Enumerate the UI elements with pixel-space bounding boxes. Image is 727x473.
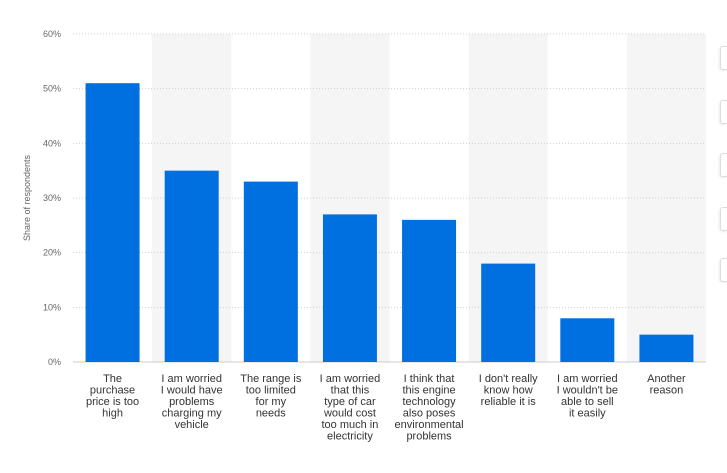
side-tool-tab[interactable] [720, 46, 727, 70]
x-tick-label: I am worried that this type of car would co… [320, 373, 381, 443]
y-tick-label: 0% [48, 357, 61, 367]
bar[interactable] [639, 334, 694, 362]
x-axis-labels: The purchase price is too high I am worried I… [86, 373, 686, 443]
bar[interactable] [243, 181, 298, 362]
bar[interactable] [402, 219, 457, 362]
y-axis-title: Share of respondents [22, 154, 32, 241]
bar[interactable] [560, 318, 615, 362]
x-tick-label: I don't really know how reliable it is [479, 373, 538, 408]
bars [85, 83, 694, 362]
bar[interactable] [85, 83, 140, 362]
side-tool-tab[interactable] [720, 258, 727, 282]
x-tick-label: Another reason [647, 373, 686, 397]
x-tick-label: I am worried I would have problems charging… [161, 373, 223, 431]
y-tick-label: 40% [43, 138, 61, 148]
x-tick-label: I am worried I wouldn't be able to sell it … [557, 373, 618, 420]
y-tick-label: 60% [43, 29, 61, 39]
x-tick-label: The purchase price is too high [86, 373, 139, 420]
bar[interactable] [322, 214, 377, 362]
y-tick-label: 20% [43, 248, 61, 258]
y-tick-label: 10% [43, 302, 61, 312]
bar[interactable] [164, 170, 219, 362]
side-tool-tab[interactable] [720, 153, 727, 177]
bar[interactable] [481, 263, 536, 362]
side-tool-tab[interactable] [720, 207, 727, 231]
side-tool-tab[interactable] [720, 100, 727, 124]
y-tick-label: 50% [43, 84, 61, 94]
x-tick-label: The range is too limited for my needs [240, 373, 302, 420]
y-axis-ticks: 0% 10% 20% 30% 40% 50% 60% [43, 29, 61, 367]
y-tick-label: 30% [43, 193, 61, 203]
x-tick-label: I think that this engine technology also po… [395, 373, 464, 443]
